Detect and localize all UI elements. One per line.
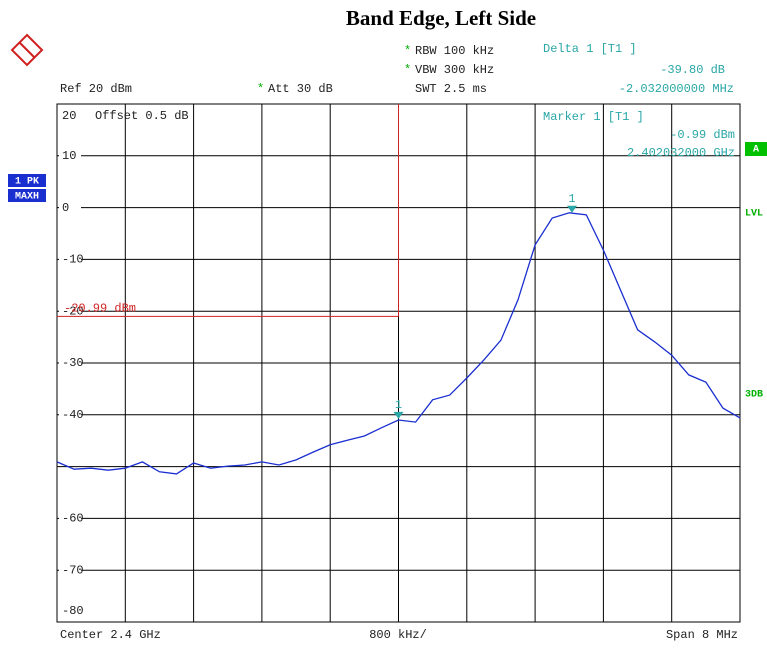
footer-center: Center 2.4 GHz	[60, 628, 161, 642]
setting-flag: *	[404, 44, 411, 58]
tick-label-bg	[59, 357, 81, 369]
tick-label-bg	[59, 305, 81, 318]
marker-title: Marker 1 [T1 ]	[543, 110, 644, 124]
side-tag: A	[753, 145, 759, 156]
chart-title: Band Edge, Left Side	[346, 6, 536, 30]
marker-label: 1	[395, 398, 402, 412]
footer-div: 800 kHz/	[369, 628, 427, 642]
side-tag-box	[745, 142, 767, 156]
setting: RBW 100 kHz	[415, 44, 494, 58]
y-tick-label: -10	[62, 253, 84, 267]
tick-label-bg	[59, 512, 81, 525]
trace-tag-box	[8, 174, 46, 187]
y-tick-label: -70	[62, 563, 84, 577]
y-tick-label: -20	[62, 304, 84, 318]
attenuation: Att 30 dB	[268, 82, 333, 96]
trace-tag: MAXH	[15, 192, 39, 203]
y-tick-label: 20	[62, 109, 76, 123]
tick-label-bg	[59, 201, 81, 214]
y-tick-label: 10	[62, 149, 76, 163]
att-flag: *	[257, 82, 264, 96]
setting-flag: *	[404, 63, 411, 77]
display-line-label: -20.99 dBm	[64, 302, 136, 316]
logo	[10, 33, 44, 67]
side-tag: 3DB	[745, 390, 763, 401]
y-tick-label: -80	[62, 604, 84, 618]
marker	[393, 411, 404, 419]
marker-level: -0.99 dBm	[670, 128, 735, 142]
trace-tag-box	[8, 189, 46, 202]
y-tick-label: 0	[62, 201, 69, 215]
marker-frequency: 2.402032000 GHz	[627, 146, 735, 160]
delta-level: -39.80 dB	[660, 63, 725, 77]
footer-span: Span 8 MHz	[666, 628, 738, 642]
delta-title: Delta 1 [T1 ]	[543, 42, 637, 56]
trace-tag: 1 PK	[15, 177, 39, 188]
setting: SWT 2.5 ms	[415, 82, 487, 96]
marker-label: 1	[568, 192, 575, 206]
offset: Offset 0.5 dB	[95, 109, 189, 123]
y-tick-label: -40	[62, 408, 84, 422]
tick-label-bg	[59, 253, 81, 266]
setting: VBW 300 kHz	[415, 63, 494, 77]
tick-label-bg	[59, 408, 81, 421]
tick-label-bg	[59, 110, 81, 122]
tick-label-bg	[59, 605, 81, 617]
tick-label-bg	[59, 149, 81, 162]
y-tick-label: -30	[62, 356, 84, 370]
delta-frequency: -2.032000000 MHz	[619, 82, 734, 96]
ref-level: Ref 20 dBm	[60, 82, 132, 96]
trace	[56, 212, 741, 475]
marker	[566, 205, 577, 213]
side-tag: LVL	[745, 209, 763, 220]
tick-label-bg	[59, 564, 81, 577]
y-tick-label: -60	[62, 512, 84, 526]
